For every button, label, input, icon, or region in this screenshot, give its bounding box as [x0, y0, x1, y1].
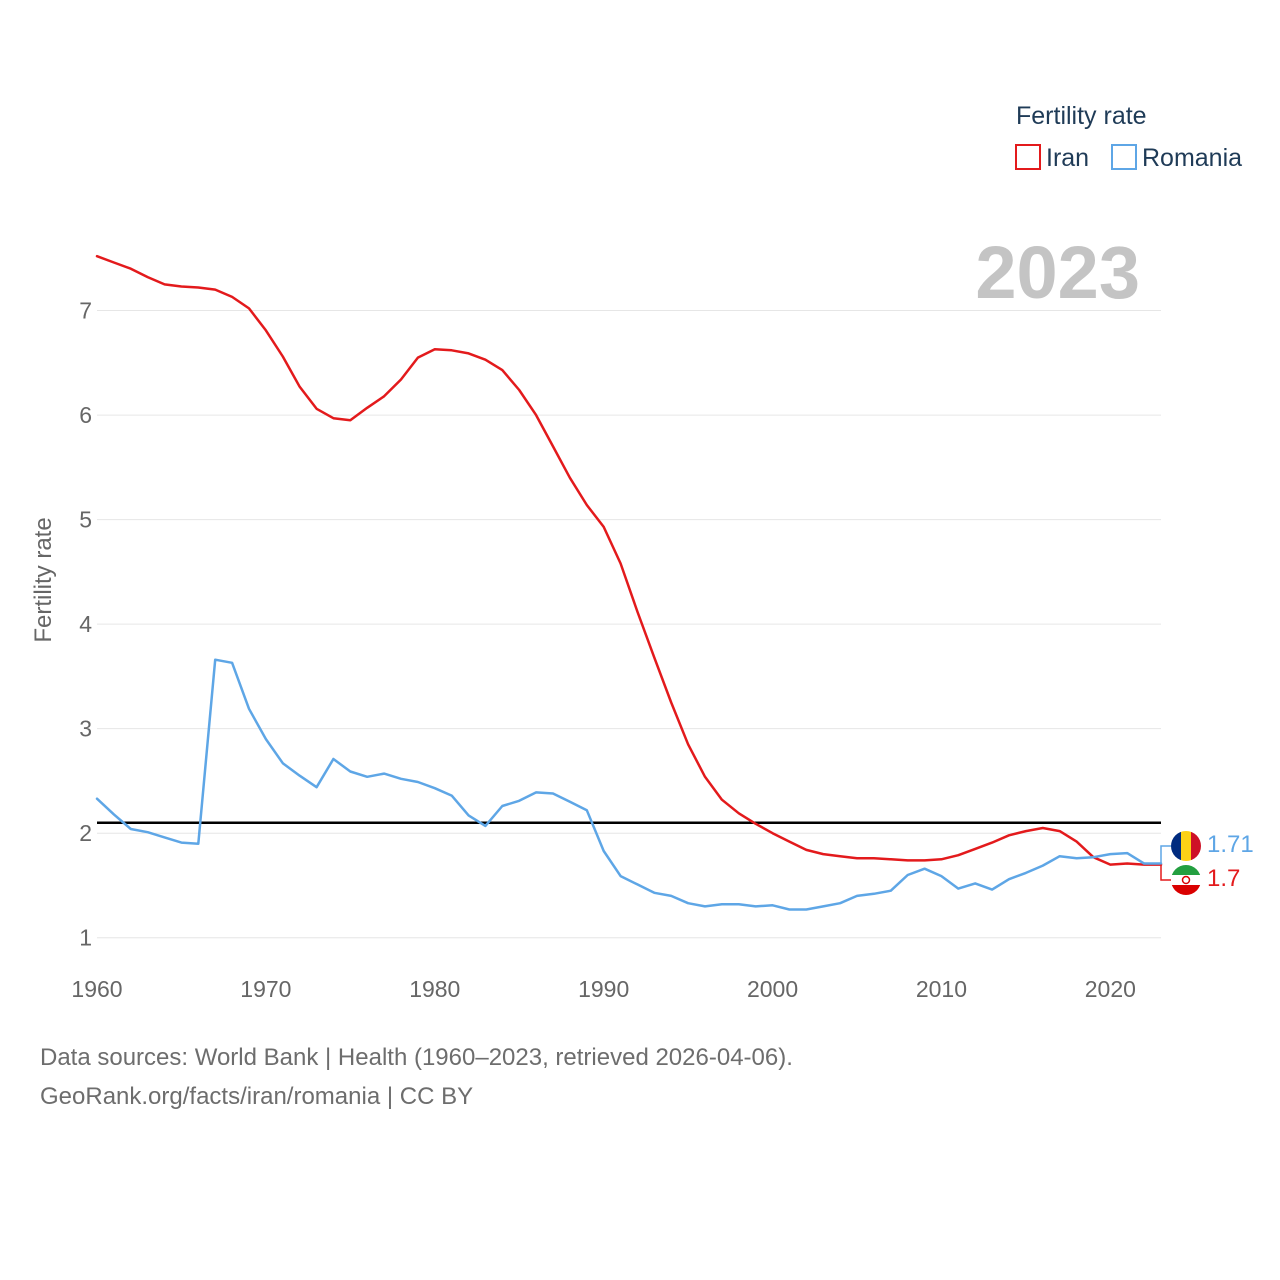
- leader-line-romania: [1160, 845, 1171, 864]
- source-line-2[interactable]: GeoRank.org/facts/iran/romania | CC BY: [40, 1083, 474, 1110]
- y-axis-ticks: 1 2 3 4 5 6 7: [79, 298, 92, 951]
- current-year-label: 2023: [975, 231, 1140, 314]
- x-tick-label-1980: 1980: [409, 976, 460, 1002]
- x-axis-ticks: 1960 1970 1980 1990 2000 2010 2020: [71, 976, 1136, 1002]
- legend-item-romania[interactable]: Romania: [1111, 144, 1242, 172]
- y-tick-label-5: 5: [79, 507, 92, 533]
- leader-line-iran: [1160, 864, 1171, 881]
- y-tick-label-6: 6: [79, 402, 92, 428]
- gridlines: [97, 310, 1161, 939]
- series-lines: [95, 254, 1171, 911]
- y-tick-label-1: 1: [79, 925, 92, 951]
- legend-swatch-iran: [1015, 144, 1041, 170]
- source-line-1: Data sources: World Bank | Health (1960–…: [40, 1044, 793, 1071]
- romania-flag-icon: [1171, 831, 1201, 861]
- series-line-romania[interactable]: [95, 658, 1163, 911]
- legend-title: Fertility rate: [1016, 102, 1147, 130]
- y-axis-title: Fertility rate: [30, 517, 57, 642]
- x-tick-label-1990: 1990: [578, 976, 629, 1002]
- y-tick-label-7: 7: [79, 298, 92, 324]
- legend-swatch-romania: [1111, 144, 1137, 170]
- end-value-romania: 1.71: [1207, 831, 1254, 858]
- x-tick-label-1960: 1960: [71, 976, 122, 1002]
- series-line-iran[interactable]: [95, 254, 1163, 866]
- x-tick-label-2000: 2000: [747, 976, 798, 1002]
- y-tick-label-3: 3: [79, 716, 92, 742]
- x-tick-label-2010: 2010: [916, 976, 967, 1002]
- y-tick-label-2: 2: [79, 820, 92, 846]
- legend-item-iran[interactable]: Iran: [1015, 144, 1089, 172]
- iran-flag-icon: [1171, 865, 1201, 895]
- legend-label-romania: Romania: [1142, 144, 1242, 172]
- x-tick-label-2020: 2020: [1085, 976, 1136, 1002]
- legend-label-iran: Iran: [1046, 144, 1089, 172]
- x-tick-label-1970: 1970: [240, 976, 291, 1002]
- y-tick-label-4: 4: [79, 611, 92, 637]
- end-value-iran: 1.7: [1207, 865, 1240, 892]
